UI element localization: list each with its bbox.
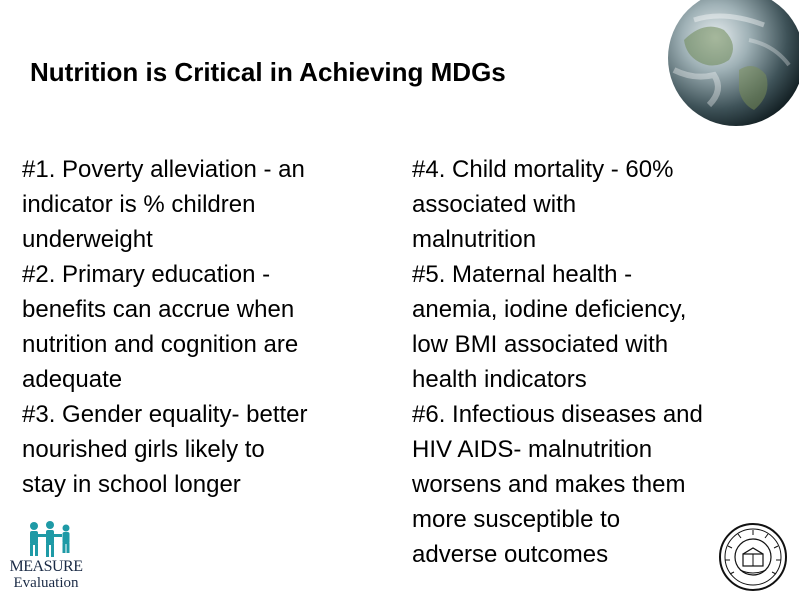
list-item: #1. Poverty alleviation - an indicator i… — [22, 152, 392, 257]
item-line: nutrition and cognition are — [22, 331, 299, 358]
item-line: stay in school longer — [22, 471, 241, 498]
page-title: Nutrition is Critical in Achieving MDGs — [30, 57, 506, 87]
measure-evaluation-logo: MEASURE Evaluation — [8, 520, 83, 592]
list-item: #5. Maternal health - anemia, iodine def… — [412, 257, 782, 397]
item-line: #2. Primary education - — [22, 261, 271, 288]
list-item: #6. Infectious diseases and HIV AIDS- ma… — [412, 397, 782, 572]
item-line: health indicators — [412, 366, 587, 393]
item-line: malnutrition — [412, 226, 537, 253]
item-line: underweight — [22, 226, 153, 253]
item-line: associated with — [412, 191, 577, 218]
item-line: low BMI associated with — [412, 331, 669, 358]
logo-name: MEASURE — [9, 558, 83, 575]
item-line: anemia, iodine deficiency, — [412, 296, 687, 323]
list-item: #3. Gender equality- better nourished gi… — [22, 397, 392, 502]
item-line: adequate — [22, 366, 123, 393]
item-line: #4. Child mortality - 60% — [412, 156, 674, 183]
item-line: nourished girls likely to — [22, 436, 265, 463]
right-column: #4. Child mortality - 60% associated wit… — [412, 152, 782, 572]
list-item: #4. Child mortality - 60% associated wit… — [412, 152, 782, 257]
list-item: #2. Primary education - benefits can acc… — [22, 257, 392, 397]
item-line: worsens and makes them — [412, 471, 686, 498]
item-line: #3. Gender equality- better — [22, 401, 308, 428]
item-line: HIV AIDS- malnutrition — [412, 436, 653, 463]
item-line: indicator is % children — [22, 191, 256, 218]
people-icon — [30, 521, 70, 557]
logo-subtitle: Evaluation — [13, 575, 79, 591]
item-line: #1. Poverty alleviation - an — [22, 156, 305, 183]
university-seal-icon — [719, 523, 787, 591]
item-line: #5. Maternal health - — [412, 261, 633, 288]
left-column: #1. Poverty alleviation - an indicator i… — [22, 152, 392, 502]
item-line: #6. Infectious diseases and — [412, 401, 703, 428]
item-line: benefits can accrue when — [22, 296, 295, 323]
item-line: more susceptible to — [412, 506, 621, 533]
globe-icon — [668, 0, 799, 126]
item-line: adverse outcomes — [412, 541, 609, 568]
